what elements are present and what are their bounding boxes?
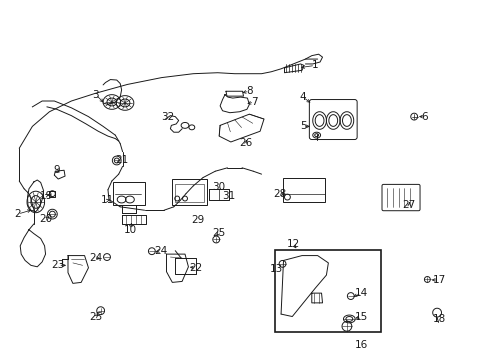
Text: 20: 20 — [40, 214, 53, 224]
Bar — [274, 250, 380, 332]
Text: 29: 29 — [191, 215, 204, 225]
Text: 8: 8 — [245, 86, 252, 96]
Bar — [175, 184, 203, 202]
Text: 18: 18 — [432, 314, 445, 324]
Text: 16: 16 — [354, 340, 367, 350]
Text: 30: 30 — [212, 182, 225, 192]
Text: 24: 24 — [154, 246, 167, 256]
Text: 19: 19 — [40, 190, 53, 201]
Text: 13: 13 — [269, 264, 282, 274]
Text: 22: 22 — [189, 263, 202, 273]
Text: 9: 9 — [53, 165, 60, 175]
Text: 5: 5 — [299, 121, 305, 131]
Text: 25: 25 — [89, 311, 102, 321]
Text: 25: 25 — [212, 228, 225, 238]
Bar — [172, 179, 207, 205]
Text: 1: 1 — [311, 60, 318, 71]
Text: 15: 15 — [354, 311, 367, 321]
Text: 6: 6 — [421, 112, 427, 122]
Text: 14: 14 — [354, 288, 367, 298]
Text: 31: 31 — [222, 190, 235, 201]
Bar — [282, 177, 325, 202]
Text: 3: 3 — [92, 90, 99, 100]
Text: 21: 21 — [115, 156, 128, 166]
Text: 7: 7 — [250, 97, 257, 107]
Text: 32: 32 — [161, 112, 174, 122]
Text: 27: 27 — [402, 201, 415, 210]
Text: 4: 4 — [299, 92, 305, 102]
Text: 11: 11 — [100, 195, 113, 206]
Text: 2: 2 — [15, 209, 21, 219]
Bar — [113, 182, 144, 205]
Text: 12: 12 — [286, 239, 299, 249]
Text: 28: 28 — [272, 189, 285, 199]
Text: 23: 23 — [52, 260, 65, 270]
Text: 10: 10 — [123, 225, 136, 235]
Text: 26: 26 — [239, 139, 252, 148]
Text: 24: 24 — [89, 253, 102, 263]
Text: 17: 17 — [432, 275, 445, 285]
